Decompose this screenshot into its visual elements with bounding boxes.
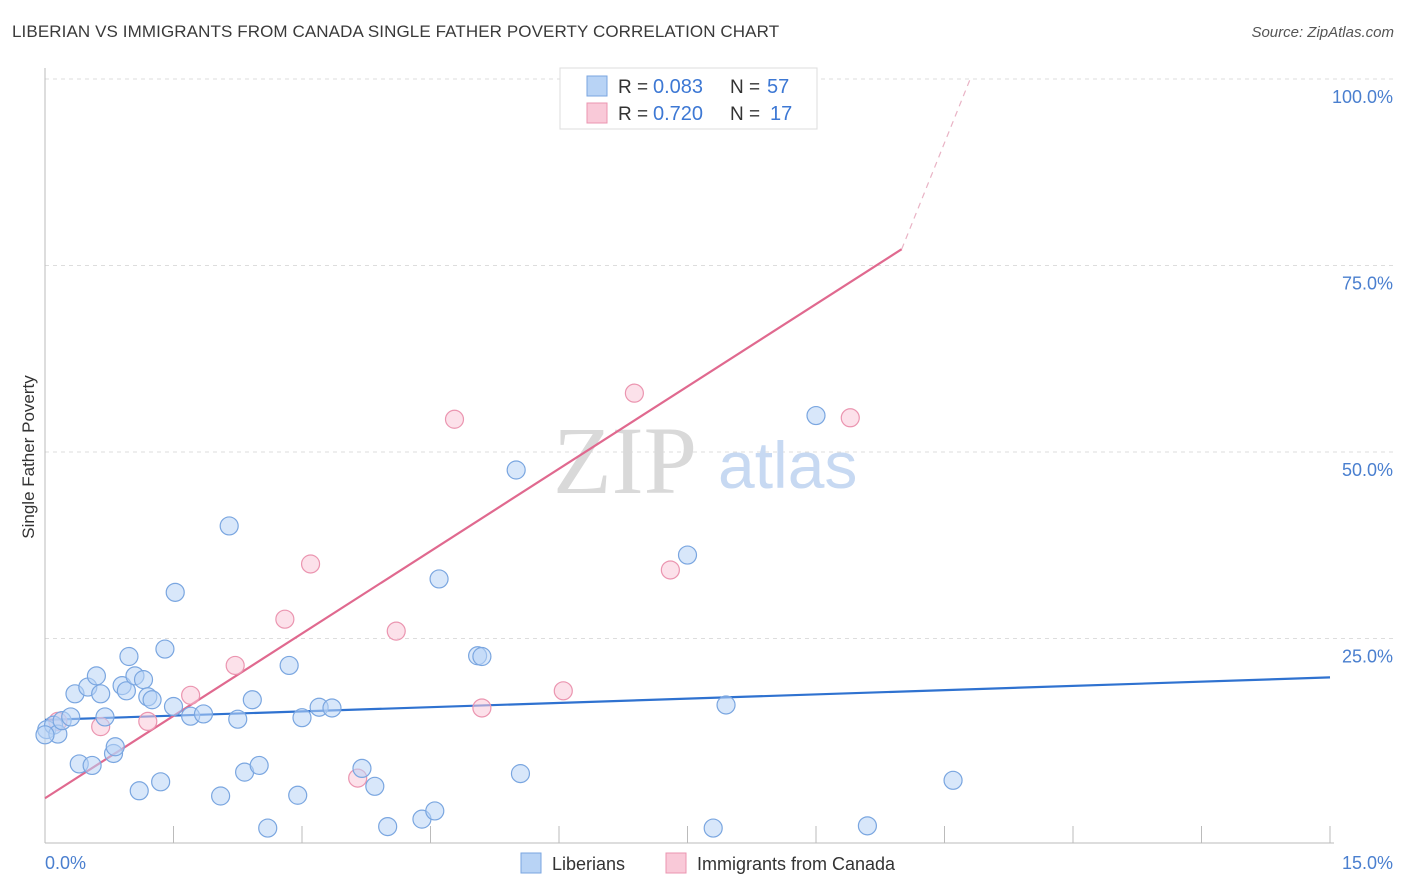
data-point-liberians bbox=[91, 684, 111, 704]
data-point-canada bbox=[225, 655, 245, 676]
data-point-liberians bbox=[425, 801, 445, 821]
data-point-liberians bbox=[228, 709, 248, 729]
y-axis-title: Single Father Poverty bbox=[19, 375, 38, 539]
series-legend-swatch-liberians bbox=[520, 852, 542, 874]
data-point-canada bbox=[660, 560, 680, 580]
trend-layer bbox=[44, 78, 1331, 800]
data-point-liberians bbox=[506, 460, 526, 480]
data-point-liberians bbox=[163, 696, 184, 717]
data-point-liberians bbox=[193, 704, 214, 724]
series-legend: Liberians Immigrants from Canada bbox=[520, 852, 896, 874]
data-point-liberians bbox=[365, 776, 385, 796]
tick-layer: 100.0% 75.0% 50.0% 25.0% bbox=[173, 87, 1393, 843]
data-point-canada bbox=[275, 609, 295, 629]
data-point-liberians bbox=[129, 781, 149, 801]
data-point-liberians bbox=[119, 646, 139, 667]
data-point-liberians bbox=[86, 666, 107, 686]
x-tick-label-max: 15.0% bbox=[1342, 853, 1393, 873]
y-tick-label: 100.0% bbox=[1332, 87, 1393, 107]
data-point-liberians bbox=[211, 786, 231, 806]
data-point-liberians bbox=[472, 646, 492, 667]
data-point-canada bbox=[300, 554, 321, 574]
data-point-liberians bbox=[105, 737, 125, 757]
data-point-liberians bbox=[249, 755, 269, 776]
data-point-liberians bbox=[857, 816, 878, 836]
watermark-zip: ZIP bbox=[553, 407, 697, 514]
data-point-liberians bbox=[378, 816, 398, 837]
legend-swatch-canada bbox=[586, 102, 608, 124]
data-point-liberians bbox=[429, 569, 449, 589]
data-point-liberians bbox=[943, 770, 963, 790]
trend-line-liberians bbox=[44, 676, 1331, 722]
legend-n-label-canada: N = bbox=[730, 104, 760, 125]
data-point-liberians bbox=[82, 755, 102, 776]
data-point-liberians bbox=[133, 670, 154, 690]
legend-r-label-canada: R = bbox=[618, 104, 648, 125]
trend-line-canada-extension bbox=[901, 78, 971, 250]
data-point-liberians bbox=[352, 758, 372, 779]
data-point-liberians bbox=[288, 785, 308, 805]
data-point-liberians bbox=[716, 695, 736, 715]
x-tick-label-min: 0.0% bbox=[45, 853, 86, 873]
data-point-liberians bbox=[806, 405, 826, 426]
data-point-liberians bbox=[151, 772, 171, 792]
data-point-liberians bbox=[258, 818, 278, 838]
data-point-canada bbox=[624, 383, 644, 403]
data-point-liberians bbox=[279, 655, 299, 676]
data-point-liberians bbox=[703, 818, 723, 838]
data-point-canada bbox=[472, 698, 492, 718]
watermark-atlas: atlas bbox=[718, 428, 857, 502]
legend-n-value-liberians: 57 bbox=[767, 76, 789, 98]
legend-swatch-liberians bbox=[586, 75, 608, 97]
data-point-liberians bbox=[61, 707, 81, 727]
legend-r-label-liberians: R = bbox=[618, 77, 648, 98]
series-legend-label-canada: Immigrants from Canada bbox=[697, 854, 896, 874]
series-legend-label-liberians: Liberians bbox=[552, 854, 625, 874]
trend-line-canada bbox=[44, 248, 903, 800]
y-tick-label: 25.0% bbox=[1342, 647, 1393, 667]
correlation-legend: R = 0.083 N = 57 R = 0.720 N = 17 bbox=[559, 67, 818, 130]
data-point-liberians bbox=[35, 725, 55, 745]
y-tick-label: 75.0% bbox=[1342, 274, 1393, 294]
series-legend-swatch-canada bbox=[665, 852, 687, 874]
data-point-canada bbox=[553, 681, 573, 701]
data-point-liberians bbox=[165, 582, 185, 602]
legend-r-value-canada: 0.720 bbox=[653, 103, 703, 125]
data-point-canada bbox=[386, 621, 406, 641]
data-point-liberians bbox=[510, 764, 531, 784]
chart-title: LIBERIAN VS IMMIGRANTS FROM CANADA SINGL… bbox=[12, 22, 780, 41]
legend-r-value-liberians: 0.083 bbox=[653, 76, 703, 98]
point-layer bbox=[35, 88, 963, 838]
watermark: ZIP atlas bbox=[553, 407, 857, 514]
y-tick-label: 50.0% bbox=[1342, 460, 1393, 480]
chart-source: Source: ZipAtlas.com bbox=[1251, 24, 1394, 41]
data-point-liberians bbox=[219, 516, 239, 536]
legend-n-label-liberians: N = bbox=[730, 77, 760, 98]
data-point-liberians bbox=[95, 707, 115, 727]
data-point-liberians bbox=[677, 545, 698, 565]
data-point-canada bbox=[138, 711, 158, 732]
data-point-liberians bbox=[116, 681, 136, 701]
data-point-canada bbox=[444, 409, 465, 429]
data-point-liberians bbox=[155, 639, 175, 659]
data-point-canada bbox=[840, 408, 860, 428]
data-point-liberians bbox=[242, 690, 262, 710]
axis-layer bbox=[44, 68, 1334, 844]
data-point-liberians bbox=[142, 690, 162, 710]
grid-layer bbox=[45, 78, 1393, 639]
legend-n-value-canada: 17 bbox=[770, 103, 792, 125]
data-point-liberians bbox=[292, 708, 312, 728]
data-point-canada bbox=[181, 685, 201, 705]
data-point-liberians bbox=[322, 698, 342, 718]
